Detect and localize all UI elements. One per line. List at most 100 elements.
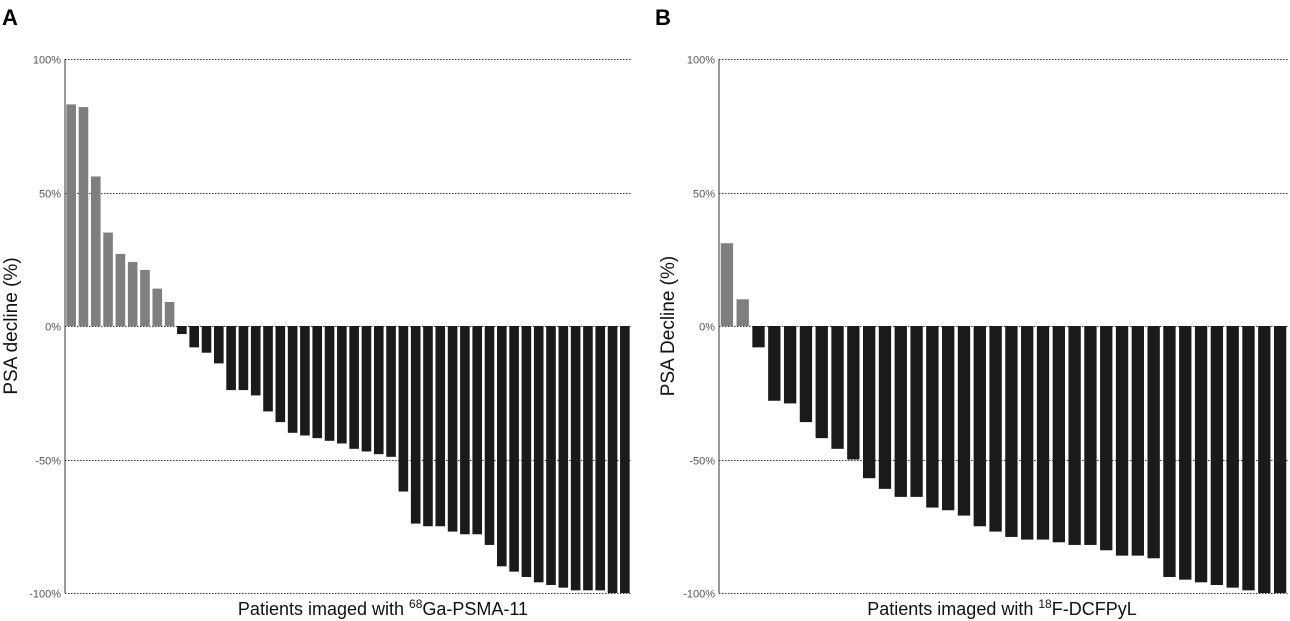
panel-a-bar xyxy=(275,326,286,423)
panel-a-y-tick-label: -100% xyxy=(29,589,61,601)
panel-b-y-tick-label: 50% xyxy=(693,189,715,201)
panel-b-bar xyxy=(736,299,749,326)
panel-a-y-axis-label: PSA decline (%) xyxy=(1,257,22,394)
panel-b-bar xyxy=(1084,326,1097,545)
panel-a-bar xyxy=(521,326,532,577)
panel-a-bar xyxy=(595,326,606,591)
panel-a-bar xyxy=(509,326,519,572)
panel-a-x-label-suffix: Ga-PSMA-11 xyxy=(422,599,528,619)
panel-a-y-tick-label: 50% xyxy=(39,189,61,201)
panel-a-bar xyxy=(497,326,507,567)
panel-b-bar xyxy=(862,326,876,479)
panel-a-x-axis-label: Patients imaged with 68Ga-PSMA-11 xyxy=(238,597,528,619)
panel-a-bar xyxy=(410,326,421,524)
panel-a-bar xyxy=(435,326,446,527)
panel-a-bar xyxy=(103,232,113,326)
panel-a-bar xyxy=(373,326,384,455)
panel-b-x-label-suffix: F-DCFPyL xyxy=(1052,599,1137,619)
panel-a-bar xyxy=(90,176,101,326)
panel-a-bar xyxy=(546,326,556,585)
panel-b-bar xyxy=(783,326,797,404)
panel-a-bar xyxy=(78,107,89,326)
panel-a-bar xyxy=(115,253,126,326)
panel-a-bar xyxy=(337,326,347,444)
panel-a-bar xyxy=(361,326,372,452)
panel-a-bar xyxy=(484,326,495,545)
panel-b-bar xyxy=(989,326,1002,532)
panel-b-bar xyxy=(1036,326,1050,540)
panel-b-bar xyxy=(1179,326,1192,580)
panel-a-y-tick-label: -50% xyxy=(35,456,61,468)
panel-b-bar xyxy=(720,243,734,326)
panel-b-bar xyxy=(1210,326,1224,585)
panel-b-x-label-sup: 18 xyxy=(1038,597,1052,611)
panel-b-bar xyxy=(1021,326,1034,540)
panel-a-bar xyxy=(164,301,175,326)
panel-a-bar xyxy=(570,326,581,591)
panel-b-bar xyxy=(926,326,939,508)
panel-b-bar xyxy=(878,326,892,489)
panel-a-label: A xyxy=(2,5,18,30)
panel-b-bar xyxy=(752,326,765,348)
panel-b-y-tick-label: -50% xyxy=(689,456,715,468)
panel-a-bar xyxy=(238,326,249,391)
panel-b-bar xyxy=(831,326,844,449)
panel-b-bar xyxy=(1052,326,1065,543)
panel-b-bar xyxy=(1273,326,1287,593)
panel-b-chart: B 100% 50% 0% -50% -100% PSA Decline (%) Pat… xyxy=(655,5,1288,619)
panel-b-bar xyxy=(1100,326,1113,551)
panel-b-bar xyxy=(799,326,813,423)
panel-b-x-axis-label: Patients imaged with 18F-DCFPyL xyxy=(867,597,1136,619)
panel-a-bar xyxy=(620,326,630,593)
panel-b-bar xyxy=(942,326,955,511)
panel-a-bar xyxy=(558,326,569,588)
panel-a-x-label-sup: 68 xyxy=(409,597,423,611)
panel-b-bar xyxy=(1068,326,1081,545)
panel-a-bar xyxy=(300,326,310,436)
panel-b-bar xyxy=(973,326,986,527)
panel-b-bar xyxy=(1005,326,1018,537)
panel-a-bar xyxy=(349,326,359,449)
panel-a-bar xyxy=(583,326,593,591)
panel-a-bar xyxy=(127,261,138,326)
panel-b-bar xyxy=(1131,326,1145,556)
panel-a-bar xyxy=(214,326,224,364)
panel-b-bar xyxy=(768,326,781,401)
panel-a-bar xyxy=(386,326,396,457)
panel-b-y-tick-label: 0% xyxy=(699,322,715,334)
panel-a-bar xyxy=(226,326,236,391)
panel-a-bar xyxy=(201,326,212,353)
panel-a-bar xyxy=(189,326,199,348)
panel-a-chart: A 100% 50% 0% -50% -100% PSA decline (%) Pat… xyxy=(1,5,631,619)
panel-a-x-label-prefix: Patients imaged with xyxy=(238,599,409,619)
panel-a-bar xyxy=(447,326,458,532)
panel-a-bar xyxy=(472,326,482,535)
panel-a-bar xyxy=(177,326,187,335)
panel-a-bar xyxy=(140,269,150,326)
panel-a-bar xyxy=(66,104,76,326)
panel-b-bar xyxy=(1242,326,1255,591)
panel-b-label: B xyxy=(655,5,671,30)
panel-a-bar xyxy=(324,326,335,441)
panel-b-bar xyxy=(1258,326,1271,593)
panel-a-bar xyxy=(423,326,433,527)
panel-b-bar xyxy=(1147,326,1160,559)
panel-b-bar xyxy=(1115,326,1129,556)
panel-b-y-tick-label: -100% xyxy=(683,589,715,601)
panel-a-bar xyxy=(398,326,409,492)
panel-b-x-label-prefix: Patients imaged with xyxy=(867,599,1038,619)
panel-b-y-tick-label: 100% xyxy=(687,55,715,67)
panel-b-bar xyxy=(910,326,923,497)
panel-a-bar xyxy=(533,326,544,583)
panel-a-bar xyxy=(250,326,261,396)
panel-b-bar xyxy=(1226,326,1239,588)
panel-b-bar xyxy=(847,326,860,460)
panel-b-bar xyxy=(1163,326,1176,577)
panel-a-bar xyxy=(607,326,618,593)
panel-b-bar xyxy=(1194,326,1208,583)
panel-b-bar xyxy=(957,326,971,516)
panel-b-bar xyxy=(815,326,828,439)
panel-a-y-tick-label: 100% xyxy=(33,55,61,67)
panel-a-bar xyxy=(263,326,273,412)
